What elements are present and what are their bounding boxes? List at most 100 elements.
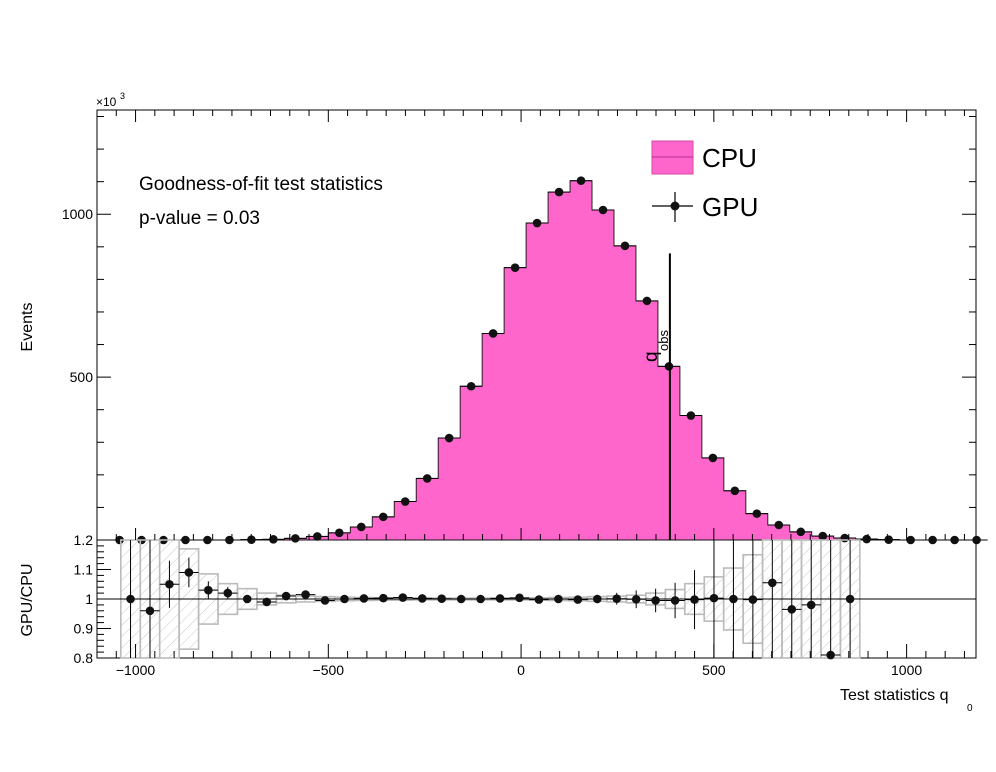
ratio-point — [670, 596, 680, 605]
gpu-point — [378, 512, 388, 522]
ratio-point — [281, 591, 291, 601]
ratio-point — [845, 594, 855, 604]
gpu-point — [444, 433, 454, 443]
ratio-point — [126, 594, 135, 604]
y-axis-title: Events — [19, 303, 36, 352]
ratio-layer — [97, 539, 976, 660]
main-histogram-layer — [108, 176, 988, 545]
ratio-y-tick-label: 0.9 — [74, 621, 94, 637]
gpu-point — [862, 534, 872, 544]
ratio-point — [417, 594, 427, 603]
cpu-histogram — [108, 180, 988, 541]
ratio-y-tick-label: 1.2 — [74, 532, 94, 548]
gpu-point — [774, 520, 784, 530]
x-axis-title-sub: 0 — [967, 703, 973, 714]
annotation-title: Goodness-of-fit test statistics — [139, 174, 383, 195]
legend: CPU GPU — [651, 140, 758, 222]
gpu-point — [488, 329, 498, 338]
gpu-point — [708, 453, 718, 463]
legend-label-gpu: GPU — [702, 192, 758, 222]
gpu-point — [554, 187, 564, 197]
gpu-point — [291, 534, 300, 543]
ratio-point — [204, 585, 213, 595]
ratio-y-axis-title: GPU/CPU — [19, 564, 36, 637]
y-tick-label: 1000 — [62, 206, 93, 222]
ratio-point — [690, 595, 699, 604]
gpu-point — [269, 535, 278, 544]
ratio-point — [631, 594, 641, 604]
ratio-point — [612, 594, 622, 604]
gpu-point — [972, 535, 981, 545]
gpu-point — [818, 531, 828, 541]
gpu-point — [642, 296, 652, 306]
axis-layer: 500 1000 0.8 0.9 1 1.1 1.2 −1000 −500 0 500 1000 — [62, 110, 976, 678]
qobs-label: q obs — [641, 330, 671, 362]
ratio-point — [787, 605, 797, 614]
ratio-point — [495, 594, 505, 603]
gpu-point — [796, 527, 806, 537]
legend-label-cpu: CPU — [702, 143, 757, 173]
ratio-point — [826, 650, 835, 660]
x-tick-label: 0 — [517, 662, 525, 678]
y-exponent-power: 3 — [120, 91, 125, 101]
ratio-point — [651, 596, 660, 605]
ratio-point — [223, 588, 233, 598]
ratio-point — [768, 578, 777, 588]
ratio-point — [534, 595, 544, 604]
x-axis-title: Test statistics q — [840, 687, 948, 704]
ratio-point — [184, 568, 194, 577]
ratio-point — [592, 594, 602, 604]
gpu-point — [181, 535, 190, 545]
x-tick-label: −1000 — [116, 662, 156, 678]
legend-marker-gpu — [670, 201, 680, 211]
x-tick-label: 500 — [702, 662, 726, 678]
gpu-point — [335, 528, 344, 538]
ratio-point — [320, 596, 330, 605]
ratio-point — [573, 595, 583, 604]
gpu-point — [400, 497, 410, 506]
annotation-pvalue: p-value = 0.03 — [139, 208, 260, 229]
ratio-point — [359, 594, 369, 603]
x-tick-label: 1000 — [891, 662, 922, 678]
gpu-point — [422, 474, 432, 483]
ratio-point — [145, 606, 155, 616]
gpu-point — [950, 535, 959, 545]
ratio-point — [729, 594, 738, 604]
gpu-point — [752, 509, 762, 518]
ratio-point — [456, 594, 466, 604]
ratio-point — [806, 600, 816, 610]
gpu-point — [313, 532, 322, 541]
gpu-point — [225, 535, 234, 545]
gpu-point — [884, 535, 893, 544]
y-exponent-label: ×10 — [96, 95, 117, 109]
ratio-point — [748, 595, 758, 604]
ratio-point — [262, 597, 271, 607]
ratio-point — [554, 594, 563, 604]
gpu-point — [532, 218, 542, 228]
gpu-point — [356, 522, 366, 532]
ratio-y-tick-label: 1 — [85, 591, 93, 607]
ratio-point — [437, 594, 447, 604]
gpu-point — [510, 263, 520, 272]
gpu-point — [928, 535, 937, 545]
gpu-point — [598, 205, 608, 215]
ratio-y-tick-label: 1.1 — [74, 562, 94, 578]
ratio-point — [165, 579, 174, 589]
ratio-point — [515, 593, 524, 603]
x-tick-label: −500 — [313, 662, 345, 678]
ratio-point — [476, 594, 485, 604]
gpu-point — [906, 535, 915, 545]
y-tick-label: 500 — [70, 369, 94, 385]
gpu-point — [576, 176, 586, 185]
ratio-point — [242, 594, 252, 604]
qobs-label-main: q — [641, 351, 662, 362]
ratio-point — [398, 593, 408, 602]
ratio-point — [301, 590, 310, 599]
gpu-point — [686, 411, 696, 420]
ratio-y-tick-label: 0.8 — [74, 650, 94, 666]
gpu-point — [203, 535, 212, 545]
gpu-point — [620, 241, 630, 251]
ratio-point — [340, 594, 349, 604]
gpu-point — [466, 381, 476, 391]
